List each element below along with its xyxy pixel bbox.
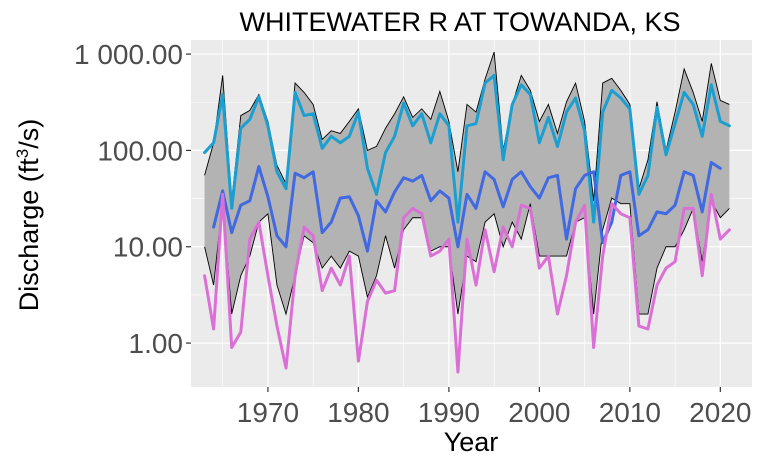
y-tick-label: 1 000.00: [74, 39, 183, 70]
series-lines: [203, 73, 731, 374]
series-line-1: [203, 73, 731, 224]
x-axis-label: Year: [444, 427, 499, 457]
x-axis-ticks: 1970 1980 1990 2000 2010 2020: [237, 387, 751, 428]
y-axis-label-prefix: Discharge (ft: [14, 158, 44, 312]
y-tick-label: 100.00: [97, 135, 183, 166]
series-line-2: [212, 160, 722, 253]
x-tick-label: 1980: [327, 397, 389, 428]
y-axis-label-superscript: 3: [13, 149, 32, 158]
y-axis-label: Discharge (ft3/s): [13, 119, 44, 312]
x-tick-label: 1990: [418, 397, 480, 428]
chart-title: WHITEWATER R AT TOWANDA, KS: [239, 7, 680, 37]
series-line-3: [203, 192, 731, 374]
y-axis-ticks: 1.00 10.00 100.00 1 000.00: [74, 39, 191, 359]
y-axis-label-suffix: /s): [14, 119, 44, 149]
band-fill: [204, 52, 730, 315]
x-tick-label: 2020: [689, 397, 751, 428]
x-tick-label: 2000: [508, 397, 570, 428]
x-tick-label: 2010: [599, 397, 661, 428]
x-tick-label: 1970: [237, 397, 299, 428]
y-tick-label: 1.00: [129, 328, 184, 359]
y-tick-label: 10.00: [113, 232, 183, 263]
